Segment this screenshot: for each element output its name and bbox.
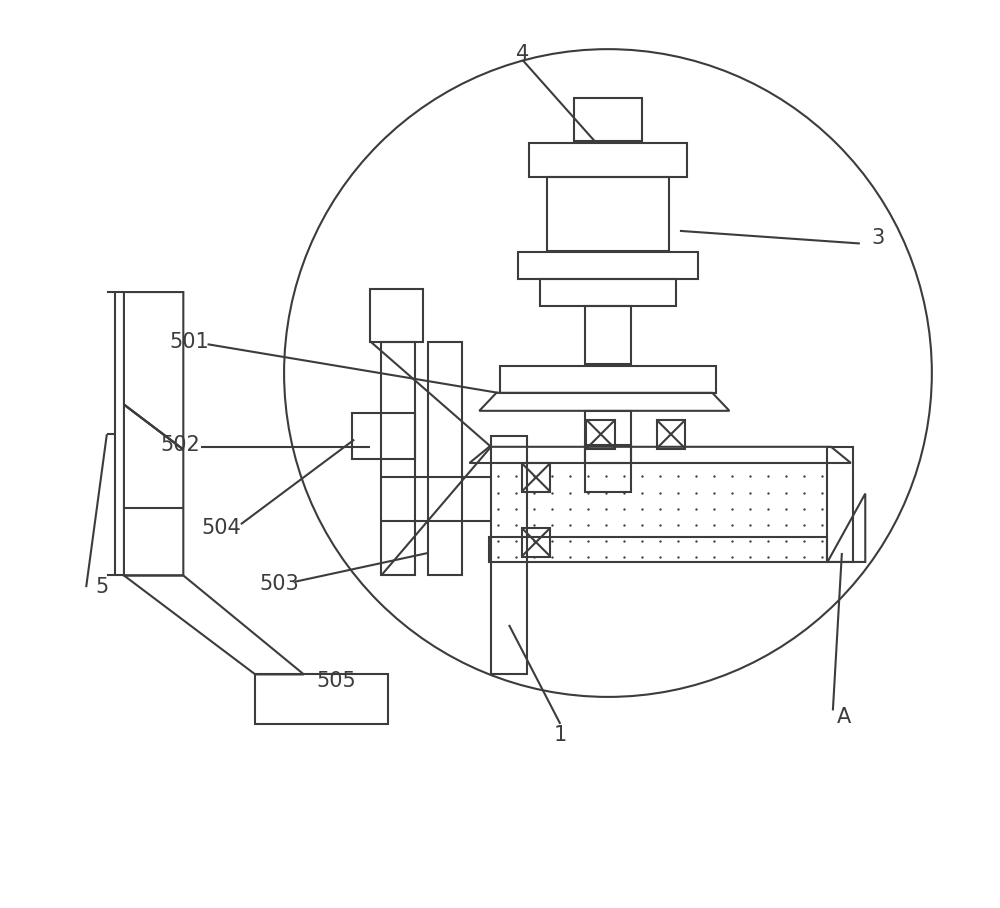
Text: 1: 1	[554, 725, 567, 745]
Text: 503: 503	[260, 575, 299, 595]
Text: 505: 505	[316, 671, 356, 691]
Text: 502: 502	[161, 435, 200, 455]
Text: 4: 4	[516, 44, 529, 64]
Text: 504: 504	[201, 518, 241, 538]
Text: 3: 3	[871, 228, 884, 248]
Text: 5: 5	[96, 577, 109, 597]
Text: A: A	[837, 706, 851, 726]
Text: 501: 501	[170, 331, 209, 351]
